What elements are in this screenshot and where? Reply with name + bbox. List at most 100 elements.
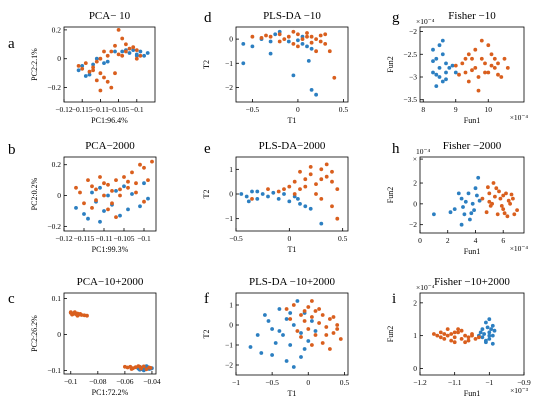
x-tick-label: −0.5 — [229, 234, 243, 243]
data-point-series-2 — [86, 178, 90, 183]
data-point-series-2 — [277, 32, 282, 37]
data-point-series-1 — [130, 192, 134, 196]
data-point-series-1 — [266, 319, 271, 323]
data-point-series-2 — [463, 70, 468, 75]
data-point-series-1 — [260, 192, 265, 196]
x-axis-multiplier: ×10⁻³ — [510, 386, 529, 395]
data-point-series-1 — [291, 73, 296, 78]
data-point-series-2 — [435, 333, 440, 338]
data-point-series-1 — [485, 325, 490, 330]
y-tick-label: −2.5 — [403, 50, 417, 59]
data-point-series-2 — [470, 56, 474, 61]
data-point-series-1 — [255, 189, 260, 194]
data-point-series-1 — [291, 365, 296, 369]
panel-title: PLS-DA−2000 — [259, 140, 326, 152]
panel-title: PCA−10+2000 — [77, 276, 144, 288]
data-point-series-2 — [456, 330, 460, 335]
x-tick-label: −0.12 — [55, 105, 73, 114]
panel-f: −1 −0.5 0 0.5 1 0 −1 −2 PLS-DA −10+2000 T1 T2 f — [202, 276, 349, 398]
data-point-series-2 — [114, 178, 118, 183]
panel-letter: d — [204, 10, 212, 26]
data-point-series-2 — [324, 325, 329, 329]
data-point-series-1 — [470, 201, 475, 206]
data-point-series-2 — [466, 52, 471, 57]
data-point-series-2 — [331, 315, 336, 319]
y-tick-label: 1 — [229, 165, 233, 174]
x-tick-label: −0.115 — [72, 105, 93, 114]
y-tick-label: 0 — [57, 54, 61, 63]
data-point-series-2 — [328, 347, 332, 351]
data-point-series-2 — [449, 332, 454, 336]
data-point-series-1 — [250, 189, 254, 194]
data-point-series-1 — [286, 39, 291, 44]
data-point-series-2 — [452, 340, 457, 345]
data-point-series-2 — [460, 61, 465, 66]
data-point-series-1 — [487, 330, 492, 335]
data-point-series-1 — [250, 44, 255, 49]
x-axis-label: PC1:99.3% — [92, 245, 129, 254]
data-point-series-1 — [263, 313, 267, 317]
data-point-series-2 — [144, 367, 149, 372]
data-point-series-2 — [318, 39, 323, 44]
data-point-series-1 — [459, 222, 464, 227]
data-point-series-2 — [470, 68, 474, 73]
data-point-series-2 — [141, 364, 146, 369]
data-point-series-1 — [431, 70, 435, 75]
data-point-series-1 — [87, 72, 92, 77]
data-point-series-1 — [431, 59, 435, 63]
plot-frame — [419, 156, 525, 234]
data-point-series-2 — [146, 178, 150, 183]
data-point-series-2 — [488, 204, 493, 208]
panel-title: PCA−2000 — [85, 140, 135, 152]
data-point-series-2 — [502, 56, 507, 61]
panel-b: −0.12 −0.115 −0.11 −0.105 −0.1 0.2 0 −0.2 PCA−20… — [8, 140, 157, 254]
scatter-points — [241, 29, 337, 97]
data-point-series-2 — [302, 309, 307, 313]
data-point-series-1 — [83, 74, 88, 78]
x-tick-label: −0.11 — [92, 105, 109, 114]
y-tick-label: −1 — [225, 214, 233, 223]
data-point-series-2 — [120, 36, 125, 41]
y-tick-label: −0.2 — [47, 222, 61, 231]
data-point-series-1 — [480, 327, 485, 331]
y-tick-label: −1 — [225, 341, 233, 350]
data-point-series-1 — [310, 319, 314, 323]
scatter-points — [431, 38, 510, 93]
data-point-series-2 — [335, 187, 340, 192]
panel-title: Fisher −10+2000 — [434, 276, 510, 288]
data-point-series-1 — [444, 70, 448, 75]
data-point-series-2 — [102, 75, 106, 80]
data-point-series-2 — [512, 212, 517, 217]
data-point-series-2 — [306, 305, 311, 309]
x-tick-label: −0.12 — [55, 234, 73, 243]
data-point-series-2 — [292, 192, 297, 196]
data-point-series-2 — [442, 332, 447, 336]
data-point-series-2 — [291, 29, 296, 34]
data-point-series-1 — [492, 328, 497, 333]
data-point-series-2 — [492, 56, 497, 61]
data-point-series-2 — [319, 197, 324, 201]
data-point-series-2 — [497, 189, 501, 194]
data-point-series-1 — [490, 323, 495, 328]
data-point-series-2 — [102, 181, 106, 186]
data-point-series-1 — [126, 207, 130, 212]
data-point-series-1 — [303, 204, 308, 209]
data-point-series-1 — [478, 330, 483, 335]
data-point-series-2 — [317, 321, 321, 325]
data-point-series-2 — [314, 37, 318, 41]
data-point-series-1 — [432, 212, 436, 217]
x-tick-label: 0.5 — [339, 105, 349, 114]
y-tick-label: 0 — [229, 321, 233, 330]
data-point-series-2 — [473, 66, 478, 70]
data-point-series-2 — [457, 72, 461, 77]
data-point-series-2 — [496, 61, 500, 66]
data-point-series-2 — [259, 36, 264, 40]
data-point-series-2 — [286, 34, 291, 39]
y-tick-label: 0.2 — [52, 25, 62, 34]
data-point-series-1 — [480, 335, 485, 340]
y-tick-label: −0.1 — [47, 366, 61, 375]
y-axis-label: Fun2 — [386, 326, 395, 342]
x-axis-multiplier: ×10⁻⁴ — [510, 244, 529, 253]
data-point-series-2 — [442, 337, 447, 341]
data-point-series-1 — [487, 333, 492, 338]
